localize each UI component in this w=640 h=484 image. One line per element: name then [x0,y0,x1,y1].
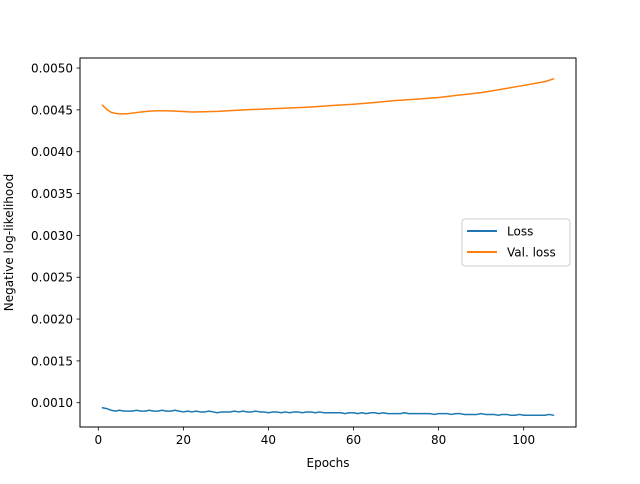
x-tick-label: 80 [431,433,446,447]
y-tick-label: 0.0020 [31,313,73,327]
series-line-val-loss [101,77,555,115]
y-tick-label: 0.0040 [31,145,73,159]
y-tick-label: 0.0025 [31,271,73,285]
x-tick-label: 40 [261,433,276,447]
y-axis-ticks: 0.0010 0.0015 0.0020 0.0025 0.0030 0.0035 0.00… [31,62,80,410]
legend-label-loss: Loss [507,225,533,239]
x-tick-label: 100 [512,433,535,447]
y-tick-label: 0.0045 [31,103,73,117]
x-tick-label: 0 [94,433,102,447]
x-tick-label: 60 [346,433,361,447]
y-tick-label: 0.0015 [31,354,73,368]
y-tick-label: 0.0050 [31,62,73,76]
x-tick-label: 20 [176,433,191,447]
axes-frame [79,57,577,428]
x-axis-ticks: 0 20 40 60 80 100 [94,427,535,447]
series-line-loss [101,406,555,417]
x-axis-label: Epochs [307,456,350,470]
y-tick-label: 0.0030 [31,229,73,243]
legend: Loss Val. loss [461,218,571,267]
y-tick-label: 0.0035 [31,187,73,201]
legend-label-val-loss: Val. loss [507,246,556,260]
y-axis-label: Negative log-likelihood [2,174,16,311]
series-layer [101,77,555,417]
y-tick-label: 0.0010 [31,396,73,410]
